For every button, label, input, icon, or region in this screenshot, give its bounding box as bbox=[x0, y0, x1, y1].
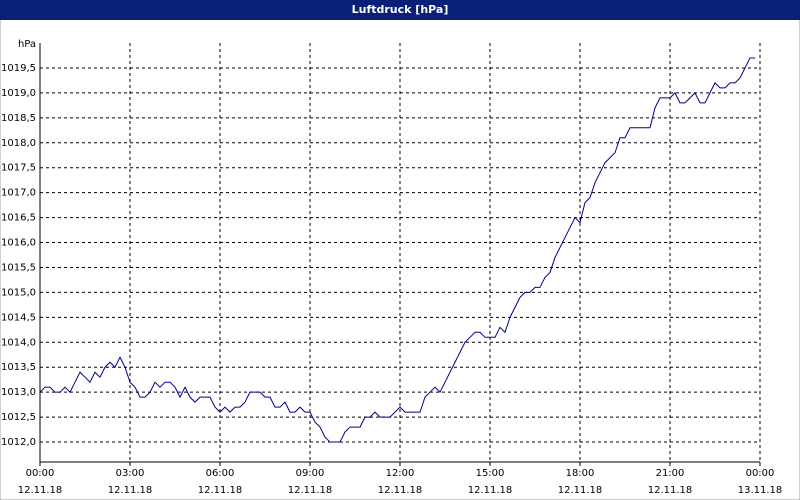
y-tick-label: 1016,0 bbox=[1, 238, 36, 249]
y-tick-label: 1015,0 bbox=[1, 287, 36, 298]
x-tick-date: 12.11.18 bbox=[468, 485, 513, 496]
y-tick-label: 1018,0 bbox=[1, 138, 36, 149]
x-tick-label: 00:00 bbox=[746, 468, 775, 479]
x-tick-date: 12.11.18 bbox=[558, 485, 603, 496]
x-tick-label: 12:00 bbox=[386, 468, 415, 479]
x-tick-date: 12.11.18 bbox=[198, 485, 243, 496]
x-tick-date: 12.11.18 bbox=[108, 485, 153, 496]
y-tick-label: 1014,0 bbox=[1, 337, 36, 348]
x-tick-label: 06:00 bbox=[206, 468, 235, 479]
y-tick-label: 1014,5 bbox=[1, 312, 36, 323]
x-tick-label: 03:00 bbox=[116, 468, 145, 479]
y-tick-label: 1013,0 bbox=[1, 387, 36, 398]
y-tick-label: 1013,5 bbox=[1, 362, 36, 373]
x-tick-label: 15:00 bbox=[476, 468, 505, 479]
x-tick-label: 00:00 bbox=[26, 468, 55, 479]
x-tick-date: 12.11.18 bbox=[288, 485, 333, 496]
data-line bbox=[39, 57, 755, 443]
y-tick-label: 1018,5 bbox=[1, 113, 36, 124]
y-tick-label: 1016,5 bbox=[1, 213, 36, 224]
y-tick-label: 1017,5 bbox=[1, 163, 36, 174]
y-tick-label: 1017,0 bbox=[1, 188, 36, 199]
y-axis-label: hPa bbox=[18, 39, 36, 50]
x-tick-label: 09:00 bbox=[296, 468, 325, 479]
x-tick-date: 12.11.18 bbox=[18, 485, 63, 496]
y-tick-label: 1019,0 bbox=[1, 88, 36, 99]
x-tick-date: 12.11.18 bbox=[378, 485, 423, 496]
y-tick-label: 1012,5 bbox=[1, 412, 36, 423]
x-tick-date: 12.11.18 bbox=[648, 485, 693, 496]
title-bar bbox=[0, 0, 800, 20]
y-tick-label: 1015,5 bbox=[1, 262, 36, 273]
x-tick-label: 21:00 bbox=[656, 468, 685, 479]
y-tick-label: 1012,0 bbox=[1, 437, 36, 448]
y-tick-label: 1019,5 bbox=[1, 63, 36, 74]
chart-title: Luftdruck [hPa] bbox=[352, 3, 449, 16]
x-tick-label: 18:00 bbox=[566, 468, 595, 479]
x-tick-date: 13.11.18 bbox=[738, 485, 783, 496]
